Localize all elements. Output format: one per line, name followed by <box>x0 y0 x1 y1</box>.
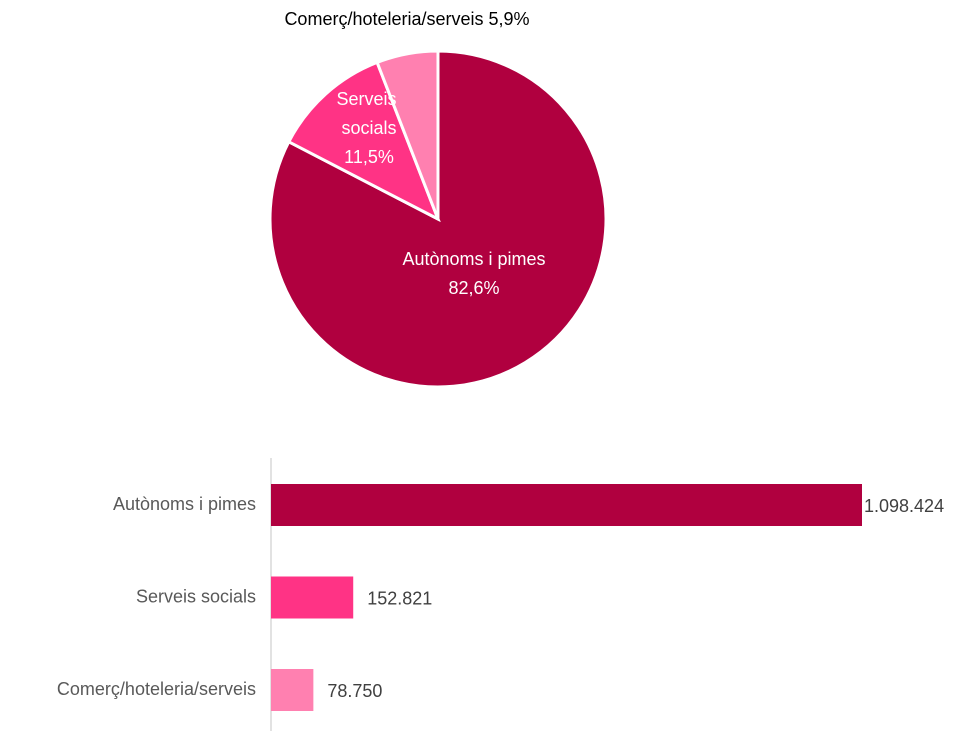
slice-name-line: socials <box>341 118 396 138</box>
slice-name: Serveis socials <box>336 89 401 138</box>
bar <box>271 484 862 526</box>
slice-value: 11,5% <box>344 147 394 167</box>
pie-slice <box>375 49 440 220</box>
category-label: Autònoms i pimes <box>113 494 256 514</box>
value-label: 78.750 <box>327 681 382 701</box>
bar <box>271 669 314 711</box>
category-label: Comerç/hoteleria/serveis <box>57 679 256 699</box>
slice-name: Autònoms i pimes <box>402 249 545 269</box>
value-label: 152.821 <box>367 588 432 608</box>
category-label: Serveis socials <box>136 586 256 606</box>
slice-value: 82,6% <box>448 278 499 298</box>
slice-name: Comerç/hoteleria/serveis <box>284 9 483 29</box>
pie-slice <box>286 60 441 223</box>
slice-name-line: Serveis <box>336 89 401 109</box>
bar <box>271 576 354 619</box>
slice-value: 5,9% <box>489 9 530 29</box>
slice-label: Comerç/hoteleria/serveis 5,9% <box>284 9 529 29</box>
value-label: 1.098.424 <box>864 496 944 516</box>
